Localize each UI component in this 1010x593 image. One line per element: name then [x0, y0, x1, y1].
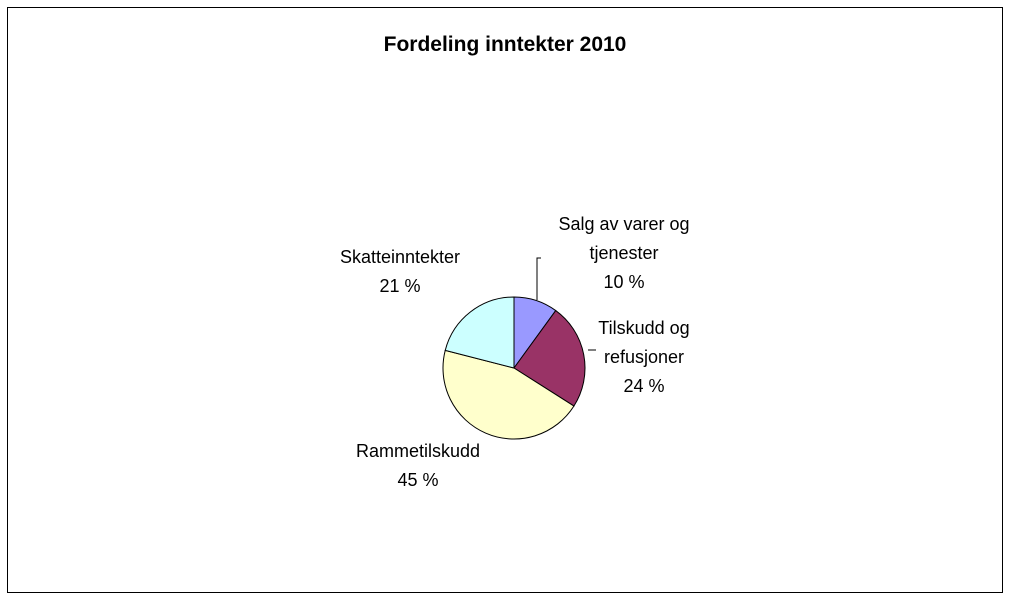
chart-title: Fordeling inntekter 2010: [383, 33, 627, 56]
slice-label-2: Tilskudd og refusjoner 24 %: [598, 318, 689, 396]
slice-label-3: Rammetilskudd 45 %: [356, 441, 480, 490]
pie-slice-3: [442, 349, 575, 440]
pie-slice-2: [513, 309, 586, 407]
slice-label-1: Salg av varer og tjenester 10 %: [558, 214, 689, 292]
pie-slice-4: [444, 296, 515, 369]
leader-line-1: [536, 257, 541, 300]
slice-label-4: Skatteinntekter 21 %: [340, 247, 460, 296]
